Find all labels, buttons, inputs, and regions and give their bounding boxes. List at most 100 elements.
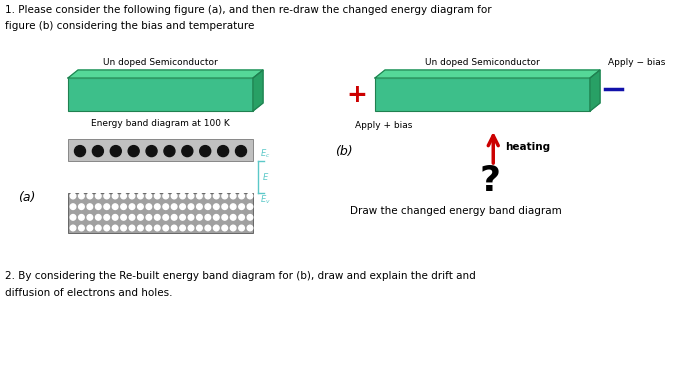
- Circle shape: [214, 214, 219, 220]
- Text: Draw the changed energy band diagram: Draw the changed energy band diagram: [350, 206, 561, 216]
- Circle shape: [155, 204, 160, 209]
- Text: (a): (a): [18, 191, 36, 205]
- Circle shape: [112, 225, 118, 231]
- Circle shape: [205, 214, 211, 220]
- Circle shape: [87, 214, 92, 220]
- Circle shape: [239, 225, 244, 231]
- Circle shape: [146, 214, 152, 220]
- Circle shape: [188, 214, 194, 220]
- Circle shape: [146, 146, 157, 157]
- Circle shape: [163, 193, 169, 199]
- Circle shape: [155, 214, 160, 220]
- Circle shape: [121, 225, 127, 231]
- Bar: [68, 139, 253, 161]
- Circle shape: [138, 193, 144, 199]
- Circle shape: [222, 204, 228, 209]
- Circle shape: [111, 146, 121, 157]
- Circle shape: [78, 214, 84, 220]
- Circle shape: [188, 193, 194, 199]
- Circle shape: [172, 214, 177, 220]
- Circle shape: [180, 225, 186, 231]
- Circle shape: [180, 204, 186, 209]
- Circle shape: [78, 193, 84, 199]
- Text: $E$: $E$: [262, 172, 270, 183]
- Circle shape: [95, 214, 101, 220]
- Circle shape: [247, 193, 253, 199]
- Circle shape: [180, 214, 186, 220]
- Circle shape: [138, 214, 144, 220]
- Circle shape: [104, 214, 109, 220]
- Circle shape: [146, 193, 152, 199]
- Circle shape: [74, 146, 85, 157]
- Circle shape: [138, 204, 144, 209]
- Circle shape: [247, 214, 253, 220]
- Circle shape: [172, 204, 177, 209]
- Text: diffusion of electrons and holes.: diffusion of electrons and holes.: [5, 288, 172, 298]
- Circle shape: [95, 225, 101, 231]
- Circle shape: [235, 146, 246, 157]
- Circle shape: [78, 225, 84, 231]
- Circle shape: [163, 225, 169, 231]
- Bar: [375, 78, 590, 111]
- Circle shape: [214, 225, 219, 231]
- Circle shape: [112, 214, 118, 220]
- Circle shape: [155, 193, 160, 199]
- Circle shape: [188, 225, 194, 231]
- Bar: [68, 78, 253, 111]
- Circle shape: [130, 193, 135, 199]
- Circle shape: [121, 214, 127, 220]
- Polygon shape: [253, 70, 263, 111]
- Circle shape: [197, 214, 202, 220]
- Circle shape: [78, 204, 84, 209]
- Bar: [68, 193, 253, 233]
- Circle shape: [180, 193, 186, 199]
- Circle shape: [188, 204, 194, 209]
- Circle shape: [95, 193, 101, 199]
- Circle shape: [130, 214, 135, 220]
- Circle shape: [70, 204, 76, 209]
- Circle shape: [164, 146, 175, 157]
- Circle shape: [205, 225, 211, 231]
- Polygon shape: [375, 70, 600, 78]
- Circle shape: [155, 225, 160, 231]
- Circle shape: [247, 204, 253, 209]
- Circle shape: [205, 193, 211, 199]
- Text: heating: heating: [505, 142, 550, 153]
- Circle shape: [130, 225, 135, 231]
- Circle shape: [230, 214, 236, 220]
- Text: (b): (b): [335, 145, 353, 157]
- Circle shape: [138, 225, 144, 231]
- Circle shape: [197, 204, 202, 209]
- Text: Apply + bias: Apply + bias: [355, 121, 412, 130]
- Circle shape: [112, 204, 118, 209]
- Circle shape: [199, 146, 211, 157]
- Circle shape: [70, 193, 76, 199]
- Circle shape: [112, 193, 118, 199]
- Circle shape: [230, 193, 236, 199]
- Circle shape: [146, 204, 152, 209]
- Circle shape: [128, 146, 139, 157]
- Circle shape: [104, 225, 109, 231]
- Circle shape: [121, 193, 127, 199]
- Circle shape: [222, 225, 228, 231]
- Circle shape: [70, 214, 76, 220]
- Circle shape: [239, 193, 244, 199]
- Circle shape: [182, 146, 192, 157]
- Circle shape: [87, 225, 92, 231]
- Circle shape: [104, 193, 109, 199]
- Circle shape: [197, 193, 202, 199]
- Circle shape: [230, 204, 236, 209]
- Text: 1. Please consider the following figure (a), and then re-draw the changed energy: 1. Please consider the following figure …: [5, 5, 491, 15]
- Polygon shape: [68, 70, 263, 78]
- Circle shape: [214, 193, 219, 199]
- Circle shape: [121, 204, 127, 209]
- Circle shape: [70, 225, 76, 231]
- Circle shape: [163, 204, 169, 209]
- Circle shape: [146, 225, 152, 231]
- Circle shape: [222, 214, 228, 220]
- Text: 2. By considering the Re-built energy band diagram for (b), draw and explain the: 2. By considering the Re-built energy ba…: [5, 271, 476, 281]
- Polygon shape: [590, 70, 600, 111]
- Circle shape: [222, 193, 228, 199]
- Circle shape: [130, 204, 135, 209]
- Text: Un doped Semiconductor: Un doped Semiconductor: [425, 58, 540, 67]
